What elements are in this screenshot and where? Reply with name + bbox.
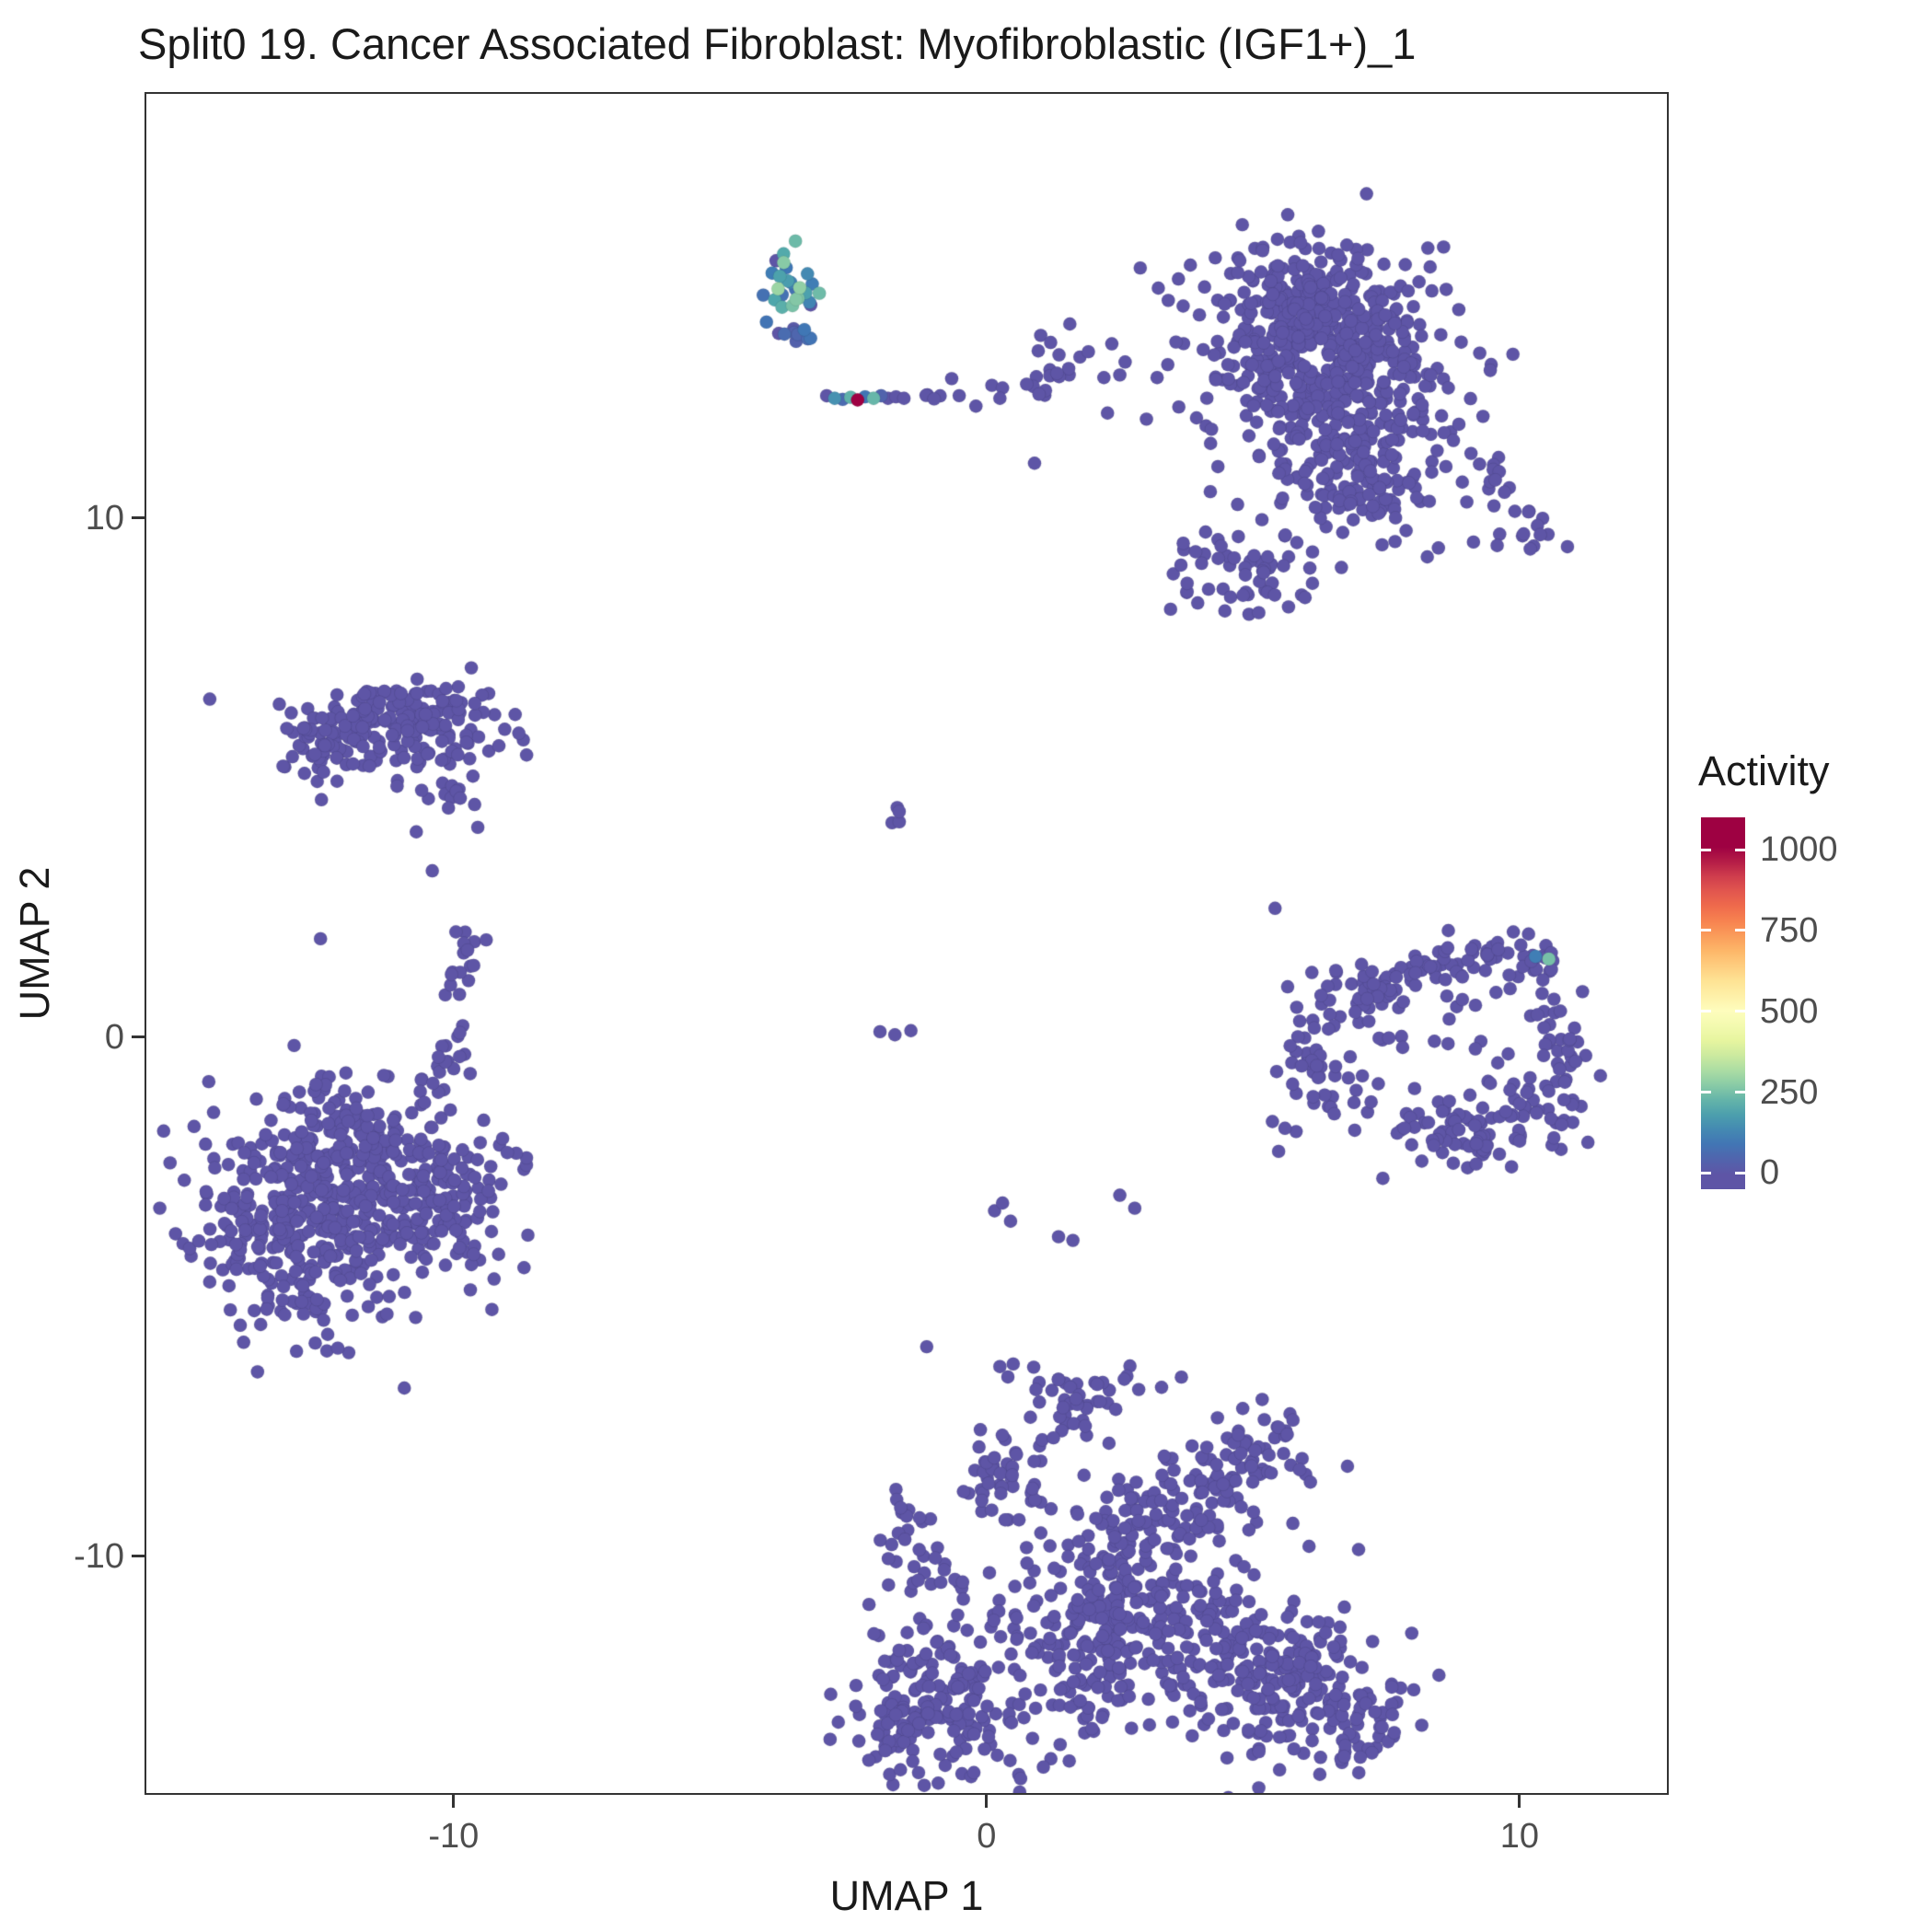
plot-panel [145,92,1669,1795]
legend-tick-mark [1735,1010,1745,1013]
legend-tick-label: 750 [1760,910,1819,950]
legend-tick-mark [1701,1010,1711,1013]
y-tick-mark [132,1035,145,1039]
legend-tick-mark [1701,929,1711,932]
y-tick-mark [132,1555,145,1558]
x-tick-mark [452,1795,456,1808]
scatter-canvas [146,94,1667,1793]
legend-tick-mark [1701,1171,1711,1174]
legend-tick-mark [1735,848,1745,851]
legend-tick-mark [1735,1091,1745,1094]
y-tick-mark [132,516,145,519]
legend-title: Activity [1698,747,1830,794]
legend-tick-mark [1701,848,1711,851]
x-axis-title: UMAP 1 [829,1872,984,1919]
legend-colorbar [1701,817,1745,1189]
legend-tick-label: 1000 [1760,830,1838,870]
legend-tick-label: 250 [1760,1072,1819,1112]
plot-title: Split0 19. Cancer Associated Fibroblast:… [138,19,1417,68]
y-axis-title: UMAP 2 [11,866,58,1021]
legend-tick-mark [1701,1091,1711,1094]
y-tick-label: 0 [104,1017,124,1057]
y-tick-label: -10 [74,1536,124,1576]
legend-tick-mark [1735,929,1745,932]
x-tick-mark [985,1795,989,1808]
y-tick-label: 10 [85,498,124,538]
legend-tick-label: 500 [1760,991,1819,1031]
x-tick-mark [1518,1795,1521,1808]
legend-tick-mark [1735,1171,1745,1174]
legend-tick-label: 0 [1760,1153,1780,1193]
x-tick-label: -10 [428,1817,480,1856]
x-tick-label: 10 [1499,1817,1539,1856]
x-tick-label: 0 [977,1817,997,1856]
